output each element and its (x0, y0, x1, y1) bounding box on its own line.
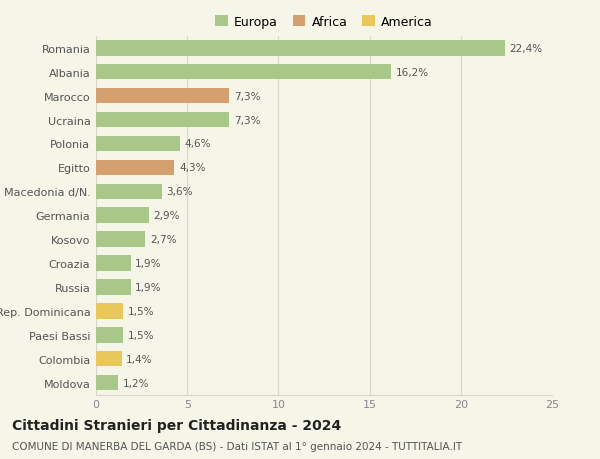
Text: 1,9%: 1,9% (135, 282, 162, 292)
Bar (96, 327, 124, 343)
Bar (96, 232, 145, 247)
Bar (96, 303, 124, 319)
Bar (96, 65, 391, 80)
Legend: Europa, Africa, America: Europa, Africa, America (210, 11, 438, 34)
Bar (96, 208, 149, 224)
Text: 1,4%: 1,4% (126, 354, 152, 364)
Bar (96, 280, 131, 295)
Bar (96, 351, 122, 367)
Text: 3,6%: 3,6% (166, 187, 193, 197)
Bar (96, 375, 118, 391)
Text: 1,5%: 1,5% (128, 306, 154, 316)
Text: 1,9%: 1,9% (135, 258, 162, 269)
Text: COMUNE DI MANERBA DEL GARDA (BS) - Dati ISTAT al 1° gennaio 2024 - TUTTITALIA.IT: COMUNE DI MANERBA DEL GARDA (BS) - Dati … (12, 441, 462, 451)
Text: 1,5%: 1,5% (128, 330, 154, 340)
Bar (96, 89, 229, 104)
Bar (96, 112, 229, 128)
Bar (96, 160, 175, 176)
Bar (96, 184, 161, 200)
Text: 22,4%: 22,4% (509, 44, 542, 54)
Text: Cittadini Stranieri per Cittadinanza - 2024: Cittadini Stranieri per Cittadinanza - 2… (12, 418, 341, 431)
Text: 7,3%: 7,3% (234, 91, 260, 101)
Text: 1,2%: 1,2% (122, 378, 149, 388)
Text: 7,3%: 7,3% (234, 115, 260, 125)
Text: 2,7%: 2,7% (150, 235, 176, 245)
Text: 4,3%: 4,3% (179, 163, 205, 173)
Text: 16,2%: 16,2% (396, 67, 429, 78)
Text: 4,6%: 4,6% (184, 139, 211, 149)
Bar (96, 136, 180, 152)
Bar (96, 256, 131, 271)
Bar (96, 41, 505, 56)
Text: 2,9%: 2,9% (154, 211, 180, 221)
